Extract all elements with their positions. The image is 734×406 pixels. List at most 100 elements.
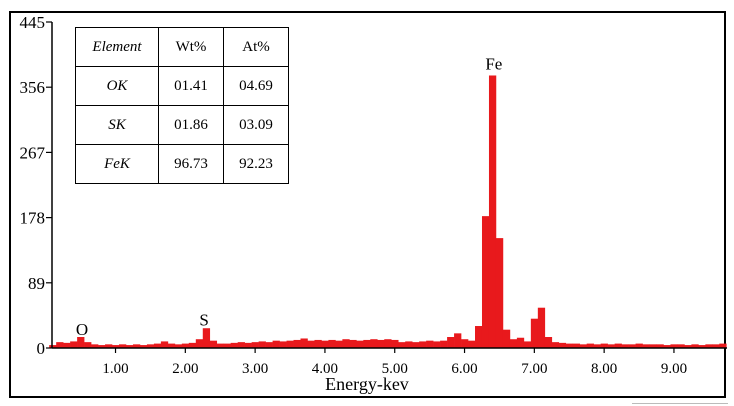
spectrum-bar xyxy=(314,339,322,348)
spectrum-bar xyxy=(649,344,657,348)
spectrum-bar xyxy=(391,339,399,348)
spectrum-bar xyxy=(349,339,357,348)
spectrum-bar xyxy=(56,342,64,348)
spectrum-bar xyxy=(461,339,469,348)
header-element: Element xyxy=(75,27,159,67)
spectrum-bar xyxy=(551,342,560,348)
spectrum-bar xyxy=(251,342,259,348)
table-row: FeK 96.73 92.23 xyxy=(75,144,289,184)
spectrum-bar xyxy=(656,344,664,348)
spectrum-bar xyxy=(628,344,636,348)
y-tick-label: 445 xyxy=(20,13,46,32)
x-axis-label: Energy-kev xyxy=(325,374,409,394)
spectrum-bar xyxy=(335,340,343,348)
spectrum-bar xyxy=(433,341,441,348)
spectrum-bar xyxy=(614,343,622,348)
header-wt: Wt% xyxy=(158,27,224,67)
table-row: SK 01.86 03.09 xyxy=(75,105,289,145)
spectrum-bar xyxy=(600,343,608,348)
y-tick-label: 178 xyxy=(20,209,46,228)
x-tick-label: 4.00 xyxy=(312,361,338,377)
spectrum-bar xyxy=(356,340,364,348)
spectrum-bar xyxy=(300,338,308,348)
spectrum-bar xyxy=(223,343,231,348)
y-tick-label: 356 xyxy=(20,78,46,97)
table-header-row: Element Wt% At% xyxy=(75,27,289,67)
spectrum-bar xyxy=(684,345,692,348)
divider xyxy=(632,403,728,404)
spectrum-bar xyxy=(698,345,706,348)
header-at: At% xyxy=(223,27,289,67)
spectrum-bar xyxy=(405,341,413,348)
spectrum-bar xyxy=(712,344,720,348)
wt-cell: 96.73 xyxy=(158,144,224,184)
spectrum-bar xyxy=(132,344,141,348)
spectrum-bar xyxy=(579,344,587,348)
spectrum-bar xyxy=(607,344,615,348)
spectrum-bar xyxy=(523,341,532,348)
peak-label: O xyxy=(76,320,88,339)
spectrum-bar xyxy=(307,340,315,348)
composition-table: Element Wt% At% OK 01.41 04.69 SK 01.86 … xyxy=(75,27,289,184)
spectrum-bar xyxy=(181,343,190,348)
element-cell: OK xyxy=(75,66,159,106)
peak-label: Fe xyxy=(485,55,502,74)
spectrum-bar xyxy=(642,344,650,348)
spectrum-bar xyxy=(84,342,92,348)
spectrum-bar xyxy=(77,337,85,348)
spectrum-bar xyxy=(502,329,511,348)
spectrum-bar xyxy=(112,345,120,348)
y-tick-label: 89 xyxy=(28,274,45,293)
spectrum-bar xyxy=(91,344,99,348)
spectrum-bar xyxy=(621,344,629,348)
spectrum-bar xyxy=(447,337,455,348)
spectrum-bar xyxy=(635,343,643,348)
at-cell: 04.69 xyxy=(223,66,289,106)
spectrum-bar xyxy=(209,340,218,348)
spectrum-bar xyxy=(153,343,162,348)
spectrum-bar xyxy=(558,342,567,348)
spectrum-bar xyxy=(719,343,727,348)
x-tick-label: 7.00 xyxy=(521,361,547,377)
element-cell: SK xyxy=(75,105,159,145)
table-row: OK 01.41 04.69 xyxy=(75,66,289,106)
chart-frame xyxy=(9,11,726,398)
spectrum-bar xyxy=(481,216,490,348)
spectrum-bar xyxy=(691,344,699,348)
spectrum-bar xyxy=(174,344,183,348)
spectrum-bar xyxy=(70,341,78,348)
at-cell: 03.09 xyxy=(223,105,289,145)
peak-label: S xyxy=(199,310,208,329)
wt-cell: 01.86 xyxy=(158,105,224,145)
spectrum-bar xyxy=(244,342,252,348)
spectrum-bar xyxy=(125,345,134,348)
spectrum-bar xyxy=(419,341,427,348)
wt-cell: 01.41 xyxy=(158,66,224,106)
x-tick-label: 9.00 xyxy=(661,361,687,377)
x-tick-label: 5.00 xyxy=(382,361,408,377)
spectrum-bar xyxy=(49,345,57,348)
spectrum-bar xyxy=(530,318,539,348)
spectrum-bar xyxy=(488,75,497,348)
spectrum-bar xyxy=(677,344,685,348)
spectrum-bar xyxy=(398,342,406,348)
spectrum-bar xyxy=(167,343,176,348)
spectrum-bar xyxy=(572,343,581,348)
spectrum-bar xyxy=(202,328,211,348)
spectrum-bar xyxy=(475,326,483,348)
x-tick-label: 2.00 xyxy=(172,361,198,377)
spectrum-bar xyxy=(468,340,476,348)
x-tick-label: 3.00 xyxy=(242,361,268,377)
spectrum-bar xyxy=(370,339,378,348)
spectrum-bar xyxy=(363,339,371,348)
spectrum-bar xyxy=(195,339,204,348)
spectrum-bar xyxy=(670,344,678,348)
spectrum-bar xyxy=(328,339,336,348)
spectrum-bar xyxy=(509,339,518,348)
spectrum-bar xyxy=(98,345,106,348)
spectrum-bar xyxy=(705,344,713,348)
spectrum-bar xyxy=(412,342,420,348)
spectrum-bar xyxy=(188,342,197,348)
spectrum-bar xyxy=(495,238,504,348)
